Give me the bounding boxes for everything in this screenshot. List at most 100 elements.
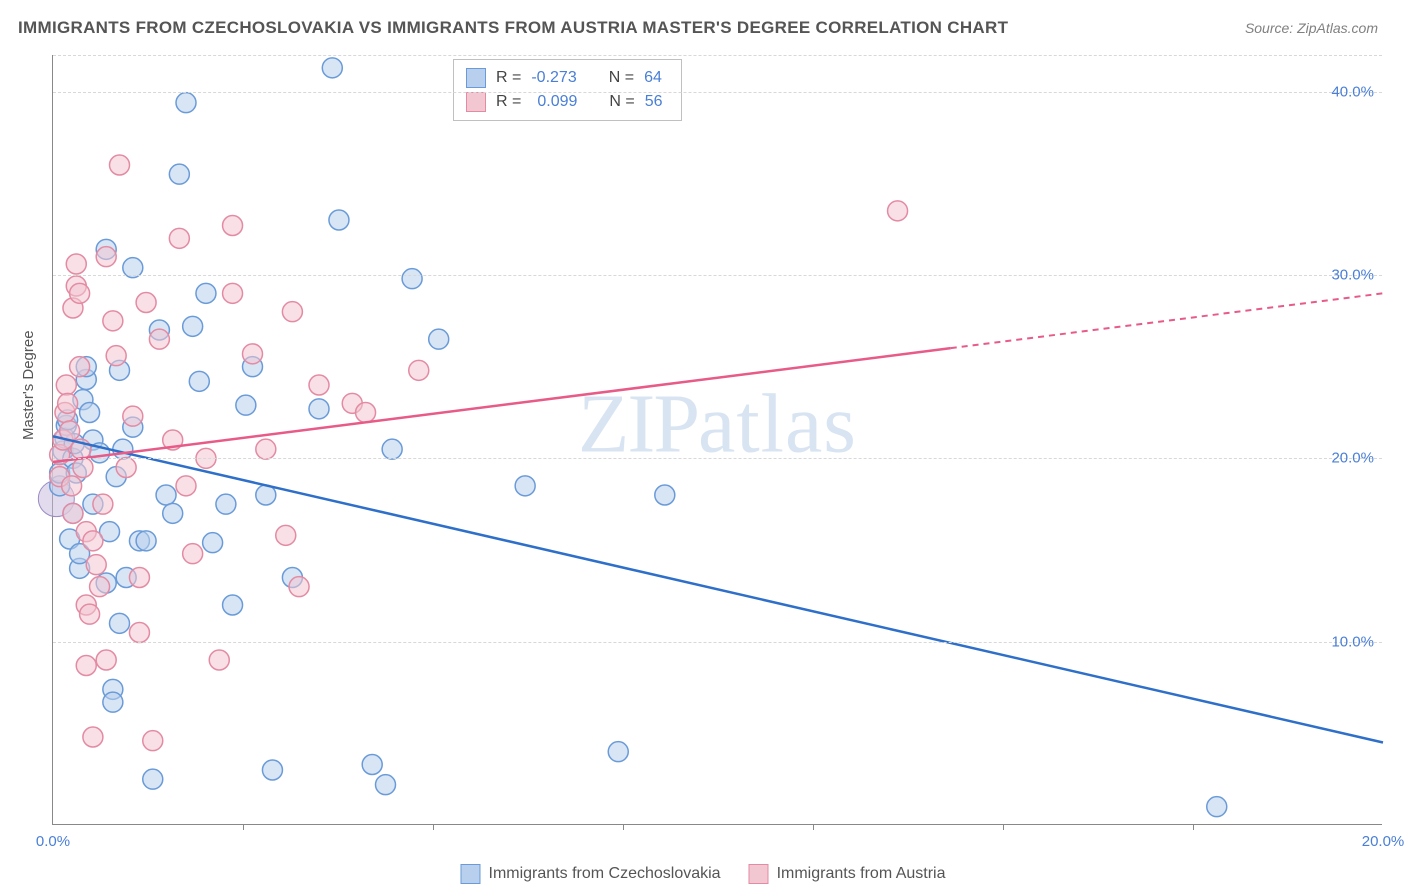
x-tick-label: 20.0% [1362,833,1405,850]
gridline [53,458,1382,459]
scatter-point [329,210,349,230]
legend-n-label: N = [609,66,634,90]
scatter-point [62,476,82,496]
scatter-point [322,58,342,78]
legend-correlation: R = -0.273 N = 64 R = 0.099 N = 56 [453,59,682,121]
scatter-point [189,371,209,391]
scatter-point [143,769,163,789]
gridline [53,275,1382,276]
scatter-point [66,254,86,274]
legend-label-2: Immigrants from Austria [777,865,946,883]
scatter-point [73,458,93,478]
scatter-point [515,476,535,496]
scatter-point [113,439,133,459]
x-tick-label: 0.0% [36,833,70,850]
scatter-point [1207,797,1227,817]
scatter-point [90,577,110,597]
scatter-point [103,692,123,712]
scatter-point [129,623,149,643]
source-attribution: Source: ZipAtlas.com [1245,20,1378,36]
scatter-point [183,544,203,564]
legend-n-value-2: 56 [645,90,663,114]
swatch-pink [466,92,486,112]
legend-item-1: Immigrants from Czechoslovakia [460,864,720,884]
y-tick-label: 20.0% [1331,450,1374,467]
scatter-point [83,727,103,747]
legend-n-label: N = [609,90,634,114]
y-axis-label: Master's Degree [20,330,37,440]
scatter-point [608,742,628,762]
scatter-point [156,485,176,505]
scatter-point [169,164,189,184]
plot-area: ZIPatlas R = -0.273 N = 64 R = 0.099 N =… [52,55,1382,825]
x-tick-mark [623,824,624,830]
scatter-point [216,494,236,514]
scatter-point [223,595,243,615]
legend-n-value-1: 64 [644,66,662,90]
scatter-point [116,458,136,478]
legend-label-1: Immigrants from Czechoslovakia [488,865,720,883]
scatter-point [123,406,143,426]
scatter-point [223,283,243,303]
scatter-point [409,360,429,380]
trend-line-dashed [951,293,1383,348]
scatter-point [282,302,302,322]
gridline [53,642,1382,643]
trend-line [53,436,1383,742]
scatter-point [209,650,229,670]
scatter-point [110,155,130,175]
y-tick-label: 40.0% [1331,83,1374,100]
scatter-point [256,439,276,459]
scatter-point [236,395,256,415]
scatter-point [58,393,78,413]
scatter-point [402,269,422,289]
scatter-point [196,283,216,303]
gridline [53,92,1382,93]
scatter-point [169,228,189,248]
scatter-point [93,494,113,514]
scatter-point [888,201,908,221]
scatter-point [243,344,263,364]
scatter-point [262,760,282,780]
scatter-point [183,316,203,336]
scatter-point [149,329,169,349]
legend-r-label: R = [496,66,521,90]
swatch-pink [749,864,769,884]
x-tick-mark [1193,824,1194,830]
y-tick-label: 30.0% [1331,267,1374,284]
x-tick-mark [243,824,244,830]
legend-series: Immigrants from Czechoslovakia Immigrant… [460,864,945,884]
x-tick-mark [813,824,814,830]
legend-row-series-1: R = -0.273 N = 64 [466,66,663,90]
scatter-point [362,755,382,775]
scatter-point [86,555,106,575]
scatter-point [136,531,156,551]
scatter-point [70,283,90,303]
legend-r-value-1: -0.273 [531,66,576,90]
scatter-point [76,656,96,676]
legend-item-2: Immigrants from Austria [749,864,946,884]
x-tick-mark [1003,824,1004,830]
scatter-point [309,375,329,395]
legend-row-series-2: R = 0.099 N = 56 [466,90,663,114]
scatter-point [56,375,76,395]
swatch-blue [460,864,480,884]
scatter-point [110,613,130,633]
scatter-point [276,525,296,545]
scatter-point [106,346,126,366]
scatter-point [356,403,376,423]
scatter-point [129,568,149,588]
scatter-point [289,577,309,597]
scatter-point [80,403,100,423]
scatter-svg [53,55,1382,824]
legend-r-value-2: 0.099 [537,90,577,114]
scatter-point [163,503,183,523]
scatter-point [80,604,100,624]
scatter-point [429,329,449,349]
scatter-point [655,485,675,505]
scatter-point [223,216,243,236]
trend-line [53,348,951,462]
y-tick-label: 10.0% [1331,633,1374,650]
scatter-point [83,531,103,551]
scatter-point [96,247,116,267]
